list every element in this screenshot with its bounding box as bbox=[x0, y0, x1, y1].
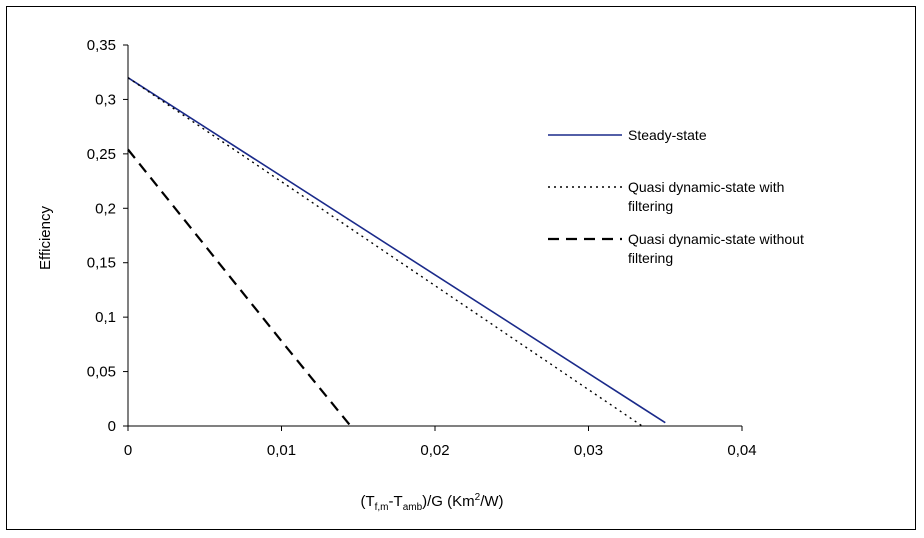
axes bbox=[123, 44, 743, 431]
y-tick-label: 0,25 bbox=[87, 146, 116, 163]
legend-label: Quasi dynamic-state without bbox=[628, 231, 804, 247]
legend-label: filtering bbox=[628, 198, 673, 214]
x-axis-title-part: (T bbox=[360, 493, 374, 510]
x-axis-title: (Tf,m-Tamb)/G (Km2/W) bbox=[360, 492, 503, 513]
x-axis-title-superscript: 2 bbox=[475, 492, 481, 503]
legend-label: filtering bbox=[628, 250, 673, 266]
x-axis-title-part: /W) bbox=[480, 493, 503, 510]
series-line bbox=[127, 77, 666, 424]
series-lines bbox=[127, 77, 666, 427]
y-tick-label: 0 bbox=[108, 418, 116, 435]
y-tick-label: 0,2 bbox=[95, 200, 116, 217]
y-axis-title: Efficiency bbox=[37, 206, 54, 270]
x-axis-title-part: )/G (Km bbox=[422, 493, 475, 510]
legend-label: Quasi dynamic-state with bbox=[628, 179, 784, 195]
y-tick-label: 0,3 bbox=[95, 91, 116, 108]
chart-frame bbox=[6, 6, 916, 530]
tick-labels: 0 0,05 0,1 0,15 0,2 0,25 0,3 0,35 0 0,01 0,02 0,03 0… bbox=[87, 37, 757, 459]
y-tick-label: 0,15 bbox=[87, 255, 116, 272]
series-line bbox=[127, 148, 352, 427]
x-axis-title-part: -T bbox=[389, 493, 403, 510]
y-tick-label: 0,35 bbox=[87, 37, 116, 54]
x-tick-label: 0,01 bbox=[267, 442, 296, 459]
x-axis-title-subscript: amb bbox=[403, 502, 423, 513]
x-tick-label: 0,02 bbox=[420, 442, 449, 459]
y-tick-label: 0,05 bbox=[87, 364, 116, 381]
x-tick-label: 0,03 bbox=[574, 442, 603, 459]
series-line bbox=[127, 77, 643, 427]
x-tick-label: 0,04 bbox=[727, 442, 756, 459]
legend-label: Steady-state bbox=[628, 127, 707, 143]
x-axis-title-subscript: f,m bbox=[375, 502, 389, 513]
y-tick-label: 0,1 bbox=[95, 309, 116, 326]
legend: Steady-state Quasi dynamic-state with filt… bbox=[548, 127, 804, 266]
x-tick-label: 0 bbox=[124, 442, 132, 459]
